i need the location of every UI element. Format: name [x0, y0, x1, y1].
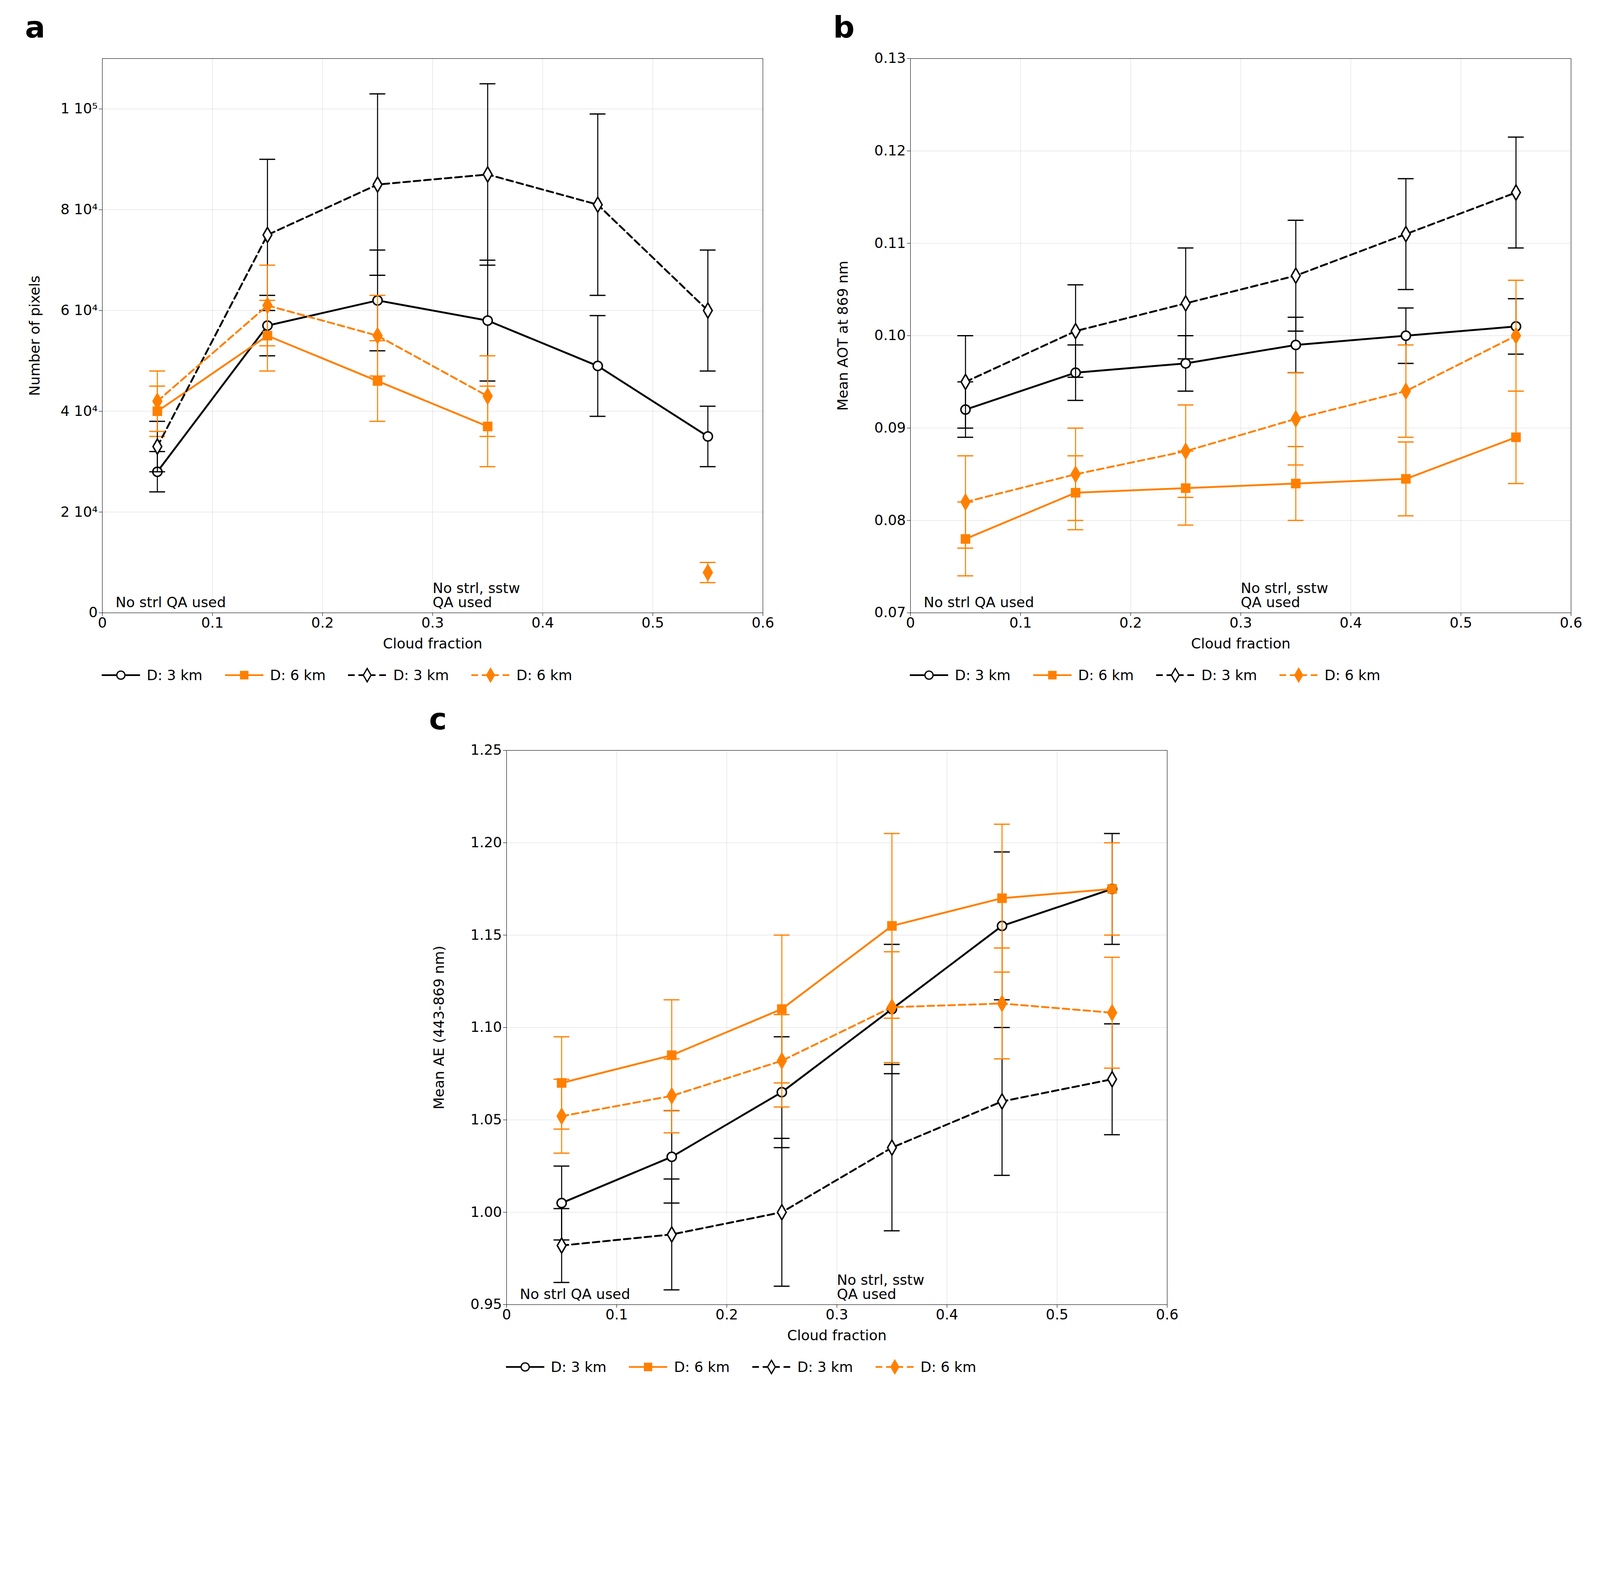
html-text:D: 6 km: D: 6 km	[674, 1358, 730, 1376]
svg-text:No strl QA used: No strl QA used	[923, 593, 1035, 611]
svg-text:0.3: 0.3	[1229, 614, 1252, 631]
svg-text:0.13: 0.13	[874, 49, 907, 67]
svg-text:1.05: 1.05	[470, 1111, 502, 1128]
svg-text:0: 0	[88, 603, 98, 621]
svg-text:1.25: 1.25	[470, 741, 502, 759]
svg-text:0.2: 0.2	[715, 1306, 738, 1323]
svg-text:0.4: 0.4	[935, 1306, 959, 1323]
svg-text:Mean AE (443-869 nm): Mean AE (443-869 nm)	[430, 945, 447, 1110]
svg-text:Cloud fraction: Cloud fraction	[786, 1327, 887, 1344]
html-text:b: b	[833, 9, 855, 45]
svg-text:0.1: 0.1	[1009, 614, 1032, 631]
svg-text:0.3: 0.3	[421, 614, 444, 631]
svg-text:0.11: 0.11	[874, 234, 907, 252]
html-text:D: 6 km: D: 6 km	[920, 1358, 977, 1376]
svg-text:0.2: 0.2	[311, 614, 334, 631]
html-text:D: 6 km: D: 6 km	[269, 666, 326, 684]
svg-text:No strl QA used: No strl QA used	[115, 593, 226, 611]
svg-text:0.95: 0.95	[470, 1295, 502, 1313]
html-text:D: 3 km: D: 3 km	[797, 1358, 853, 1376]
svg-text:0.10: 0.10	[874, 326, 907, 344]
html-text:D: 6 km: D: 6 km	[1324, 666, 1381, 684]
svg-text:Cloud fraction: Cloud fraction	[1191, 635, 1291, 652]
html-text:a: a	[25, 9, 46, 45]
svg-text:0.6: 0.6	[1559, 614, 1583, 631]
svg-text:1 10⁵: 1 10⁵	[60, 100, 98, 117]
svg-text:No strl, sstwQA used: No strl, sstwQA used	[1240, 579, 1329, 611]
svg-text:1.20: 1.20	[470, 833, 502, 851]
svg-text:0.6: 0.6	[751, 614, 774, 631]
svg-text:0.5: 0.5	[1449, 614, 1473, 631]
html-text:D: 3 km: D: 3 km	[954, 666, 1011, 684]
svg-text:0.6: 0.6	[1155, 1306, 1179, 1323]
svg-text:0.08: 0.08	[874, 511, 907, 529]
svg-text:0.12: 0.12	[874, 142, 907, 159]
svg-text:0.2: 0.2	[1119, 614, 1142, 631]
svg-text:0: 0	[97, 614, 108, 631]
svg-text:0.3: 0.3	[825, 1306, 848, 1323]
svg-text:8 10⁴: 8 10⁴	[60, 200, 98, 218]
svg-text:Number of pixels: Number of pixels	[26, 275, 43, 396]
svg-text:6 10⁴: 6 10⁴	[60, 301, 98, 319]
html-text:D: 3 km: D: 3 km	[146, 666, 203, 684]
svg-text:Cloud fraction: Cloud fraction	[383, 635, 483, 652]
svg-text:0.07: 0.07	[874, 603, 907, 621]
svg-text:1.15: 1.15	[470, 926, 502, 944]
svg-text:No strl, sstwQA used: No strl, sstwQA used	[432, 579, 521, 611]
svg-text:0.09: 0.09	[874, 419, 907, 436]
svg-text:0.1: 0.1	[201, 614, 224, 631]
svg-text:1.10: 1.10	[470, 1018, 502, 1036]
html-text:D: 3 km: D: 3 km	[393, 666, 449, 684]
svg-text:0.1: 0.1	[605, 1306, 628, 1323]
svg-text:No strl, sstwQA used: No strl, sstwQA used	[836, 1271, 925, 1303]
html-text:D: 3 km: D: 3 km	[1201, 666, 1258, 684]
svg-text:0: 0	[906, 614, 916, 631]
svg-text:Mean AOT at 869 nm: Mean AOT at 869 nm	[834, 260, 852, 411]
svg-text:0.5: 0.5	[1045, 1306, 1069, 1323]
svg-text:0.4: 0.4	[531, 614, 554, 631]
svg-text:0.5: 0.5	[641, 614, 664, 631]
svg-text:4 10⁴: 4 10⁴	[60, 402, 98, 420]
svg-text:1.00: 1.00	[470, 1203, 502, 1221]
svg-text:0: 0	[501, 1306, 511, 1323]
svg-text:2 10⁴: 2 10⁴	[60, 503, 98, 521]
html-text:D: 3 km: D: 3 km	[550, 1358, 607, 1376]
svg-text:0.4: 0.4	[1339, 614, 1363, 631]
svg-text:No strl QA used: No strl QA used	[519, 1285, 631, 1303]
html-text:c: c	[429, 701, 447, 737]
html-text:D: 6 km: D: 6 km	[1078, 666, 1134, 684]
html-text:D: 6 km: D: 6 km	[516, 666, 573, 684]
